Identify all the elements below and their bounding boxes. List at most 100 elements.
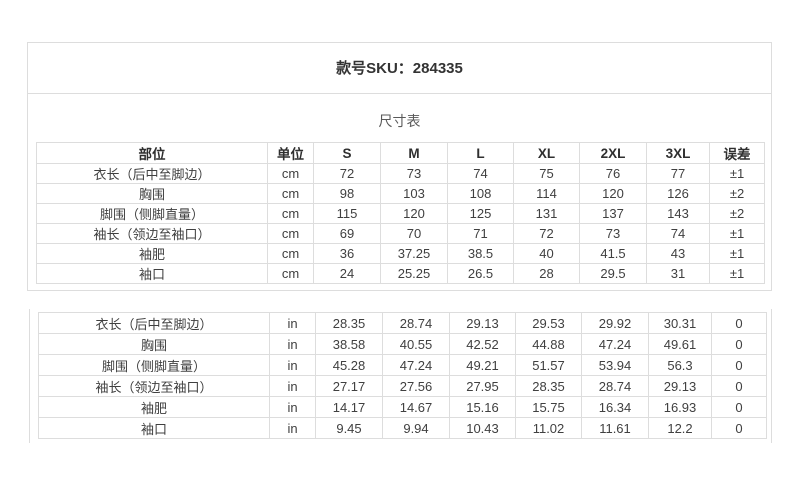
column-header: XL: [513, 142, 580, 164]
table-row: 袖长（领边至袖口） cm 69 70 71 72 73 74 ±1: [36, 223, 765, 244]
value-cell: 29.5: [579, 263, 647, 284]
value-cell: 0: [711, 333, 767, 355]
part-cell: 衣长（后中至脚边）: [36, 163, 268, 184]
value-cell: 40.55: [382, 333, 450, 355]
column-header: 部位: [36, 142, 268, 164]
value-cell: 26.5: [447, 263, 514, 284]
value-cell: 115: [313, 203, 381, 224]
value-cell: 29.13: [648, 375, 712, 397]
value-cell: 73: [579, 223, 647, 244]
column-header: L: [447, 142, 514, 164]
value-cell: ±2: [709, 183, 765, 204]
value-cell: 14.17: [315, 396, 383, 418]
part-cell: 胸围: [36, 183, 268, 204]
sku-label: 款号SKU：284335: [336, 60, 463, 77]
value-cell: 143: [646, 203, 710, 224]
part-cell: 袖口: [36, 263, 268, 284]
value-cell: 98: [313, 183, 381, 204]
table-row: 胸围 cm 98 103 108 114 120 126 ±2: [36, 183, 765, 204]
value-cell: 25.25: [380, 263, 448, 284]
unit-cell: cm: [267, 183, 314, 204]
value-cell: 9.45: [315, 417, 383, 439]
size-table-header-row: 部位 单位 S M L XL 2XL 3XL 误差: [36, 142, 765, 164]
value-cell: 0: [711, 396, 767, 418]
table-row: 脚围（侧脚直量） in 45.28 47.24 49.21 51.57 53.94 56.3 0: [38, 354, 767, 376]
value-cell: 24: [313, 263, 381, 284]
value-cell: 9.94: [382, 417, 450, 439]
table-row: 袖口 cm 24 25.25 26.5 28 29.5 31 ±1: [36, 263, 765, 284]
value-cell: 10.43: [449, 417, 516, 439]
unit-cell: in: [269, 396, 316, 418]
value-cell: 45.28: [315, 354, 383, 376]
value-cell: 114: [513, 183, 580, 204]
table-row: 袖长（领边至袖口） in 27.17 27.56 27.95 28.35 28.74 29.1…: [38, 375, 767, 397]
value-cell: 49.21: [449, 354, 516, 376]
value-cell: 43: [646, 243, 710, 264]
table-row: 袖肥 in 14.17 14.67 15.16 15.75 16.34 16.93 0: [38, 396, 767, 418]
value-cell: ±1: [709, 243, 765, 264]
value-cell: 47.24: [581, 333, 649, 355]
table-row: 脚围（侧脚直量） cm 115 120 125 131 137 143 ±2: [36, 203, 765, 224]
value-cell: 28.35: [515, 375, 582, 397]
value-cell: 47.24: [382, 354, 450, 376]
value-cell: 44.88: [515, 333, 582, 355]
sku-header: 款号SKU：284335: [28, 43, 771, 94]
value-cell: 28.74: [382, 312, 450, 334]
value-cell: 31: [646, 263, 710, 284]
unit-cell: cm: [267, 203, 314, 224]
table-row: 衣长（后中至脚边） in 28.35 28.74 29.13 29.53 29.92 30.3…: [38, 312, 767, 334]
value-cell: 0: [711, 375, 767, 397]
value-cell: 28: [513, 263, 580, 284]
unit-cell: cm: [267, 163, 314, 184]
part-cell: 脚围（侧脚直量）: [38, 354, 270, 376]
column-header: S: [313, 142, 381, 164]
value-cell: 11.02: [515, 417, 582, 439]
unit-cell: in: [269, 333, 316, 355]
value-cell: 29.13: [449, 312, 516, 334]
value-cell: 49.61: [648, 333, 712, 355]
value-cell: ±2: [709, 203, 765, 224]
value-cell: 120: [579, 183, 647, 204]
part-cell: 脚围（侧脚直量）: [36, 203, 268, 224]
value-cell: 70: [380, 223, 448, 244]
value-cell: 72: [513, 223, 580, 244]
value-cell: 16.34: [581, 396, 649, 418]
value-cell: 0: [711, 417, 767, 439]
part-cell: 袖肥: [36, 243, 268, 264]
value-cell: ±1: [709, 163, 765, 184]
value-cell: 131: [513, 203, 580, 224]
value-cell: 120: [380, 203, 448, 224]
column-header: M: [380, 142, 448, 164]
value-cell: 29.53: [515, 312, 582, 334]
value-cell: 36: [313, 243, 381, 264]
value-cell: 56.3: [648, 354, 712, 376]
part-cell: 袖肥: [38, 396, 270, 418]
part-cell: 袖长（领边至袖口）: [36, 223, 268, 244]
value-cell: 74: [646, 223, 710, 244]
table-row: 袖肥 cm 36 37.25 38.5 40 41.5 43 ±1: [36, 243, 765, 264]
value-cell: 27.56: [382, 375, 450, 397]
unit-cell: in: [269, 312, 316, 334]
value-cell: 103: [380, 183, 448, 204]
value-cell: 16.93: [648, 396, 712, 418]
column-header: 3XL: [646, 142, 710, 164]
unit-cell: cm: [267, 223, 314, 244]
sku-size-chart-card: 款号SKU：284335 尺寸表 部位 单位 S M L XL 2XL 3XL 误差 衣长（后中至…: [27, 42, 772, 291]
value-cell: 69: [313, 223, 381, 244]
unit-cell: in: [269, 354, 316, 376]
value-cell: 15.75: [515, 396, 582, 418]
value-cell: 76: [579, 163, 647, 184]
size-chart-title: 尺寸表: [378, 113, 421, 129]
unit-cell: in: [269, 417, 316, 439]
value-cell: 73: [380, 163, 448, 184]
table-row: 胸围 in 38.58 40.55 42.52 44.88 47.24 49.61 0: [38, 333, 767, 355]
part-cell: 袖长（领边至袖口）: [38, 375, 270, 397]
value-cell: 77: [646, 163, 710, 184]
value-cell: 27.95: [449, 375, 516, 397]
value-cell: 108: [447, 183, 514, 204]
value-cell: 40: [513, 243, 580, 264]
value-cell: 51.57: [515, 354, 582, 376]
value-cell: 71: [447, 223, 514, 244]
value-cell: 12.2: [648, 417, 712, 439]
